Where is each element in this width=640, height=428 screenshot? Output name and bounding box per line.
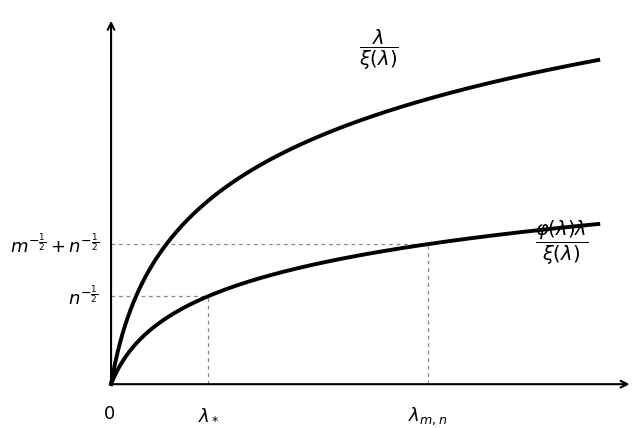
Text: $\dfrac{\lambda}{\xi(\lambda)}$: $\dfrac{\lambda}{\xi(\lambda)}$ bbox=[359, 28, 399, 72]
Text: $0$: $0$ bbox=[102, 405, 115, 423]
Text: $n^{-\frac{1}{2}}$: $n^{-\frac{1}{2}}$ bbox=[68, 284, 99, 308]
Text: $\lambda_*$: $\lambda_*$ bbox=[198, 405, 220, 423]
Text: $\dfrac{\varphi(\lambda)\lambda}{\xi(\lambda)}$: $\dfrac{\varphi(\lambda)\lambda}{\xi(\la… bbox=[535, 219, 588, 267]
Text: $m^{-\frac{1}{2}}+n^{-\frac{1}{2}}$: $m^{-\frac{1}{2}}+n^{-\frac{1}{2}}$ bbox=[10, 232, 99, 256]
Text: $\lambda_{m,n}$: $\lambda_{m,n}$ bbox=[408, 405, 447, 427]
